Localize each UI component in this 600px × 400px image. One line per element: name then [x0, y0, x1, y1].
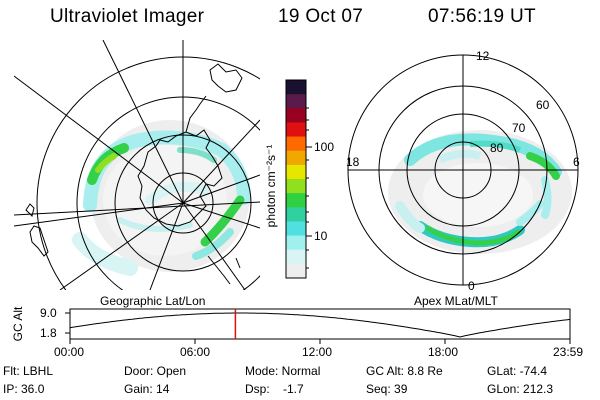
colorbar-band: [286, 164, 306, 180]
colorbar-tick-100: 100: [314, 140, 335, 154]
info-seq: Seq: 39: [366, 382, 408, 396]
instrument-title: Ultraviolet Imager: [50, 6, 205, 27]
xtick-2359: 23:59: [553, 345, 584, 359]
colorbar-band: [286, 122, 306, 138]
colorbar-band: [286, 207, 306, 222]
colorbar: [286, 80, 306, 279]
apex-polar-panel: [347, 54, 579, 286]
info-gain: Gain: 14: [124, 382, 170, 396]
xtick-1800: 18:00: [428, 345, 459, 359]
info-door: Door: Open: [124, 364, 187, 378]
reference-latitude-line: [14, 201, 260, 216]
auroral-oval-geo: [72, 130, 251, 276]
xtick-0000: 00:00: [54, 345, 85, 359]
colorbar-label: photon cm⁻²s⁻¹: [264, 144, 278, 228]
longitude-lines: [14, 40, 260, 290]
colorbar-band: [286, 235, 306, 251]
altitude-ylabel: GC Alt: [11, 306, 25, 342]
apex-caption: Apex MLat/MLT: [414, 294, 498, 308]
mlat-label-60: 60: [536, 98, 550, 112]
colorbar-band: [286, 136, 306, 152]
info-filter: Flt: LBHL: [3, 364, 54, 378]
colorbar-tick-10: 10: [314, 229, 328, 243]
geographic-map-panel: [14, 40, 260, 290]
coastlines: [25, 63, 243, 285]
xtick-0600: 06:00: [180, 345, 211, 359]
colorbar-band: [286, 221, 306, 237]
colorbar-band: [286, 263, 306, 279]
colorbar-band: [286, 94, 306, 109]
colorbar-band: [286, 249, 306, 265]
info-gc-alt: GC Alt: 8.8 Re: [366, 364, 443, 378]
info-glon: GLon: 212.3: [487, 382, 554, 396]
mlt-label-6: 6: [573, 155, 580, 169]
mlt-label-12: 12: [476, 49, 490, 63]
colorbar-frame: [285, 79, 307, 279]
mlt-label-0: 0: [468, 279, 475, 293]
observation-date: 19 Oct 07: [278, 6, 364, 27]
mlt-label-18: 18: [346, 155, 360, 169]
mlat-label-80: 80: [490, 141, 504, 155]
colorbar-band: [286, 80, 306, 95]
colorbar-band: [286, 179, 306, 194]
colorbar-band: [286, 150, 306, 166]
colorbar-ticks: [306, 107, 312, 269]
info-mode: Mode: Normal: [245, 364, 321, 378]
info-glat: GLat: -74.4: [487, 364, 548, 378]
altitude-ytick-low: 1.8: [40, 326, 57, 340]
info-ip: IP: 36.0: [3, 382, 45, 396]
observation-time: 07:56:19 UT: [428, 6, 536, 27]
altitude-curve: [69, 312, 571, 338]
geo-caption: Geographic Lat/Lon: [100, 294, 206, 308]
info-dsp: Dsp: -1.7: [245, 382, 304, 396]
mlat-label-70: 70: [512, 121, 526, 135]
altitude-ytick-high: 9.0: [40, 306, 57, 320]
xtick-1200: 12:00: [302, 345, 333, 359]
mlt-axes: [348, 55, 578, 285]
altitude-plot: [65, 308, 571, 344]
colorbar-band: [286, 193, 306, 208]
colorbar-band: [286, 108, 306, 123]
